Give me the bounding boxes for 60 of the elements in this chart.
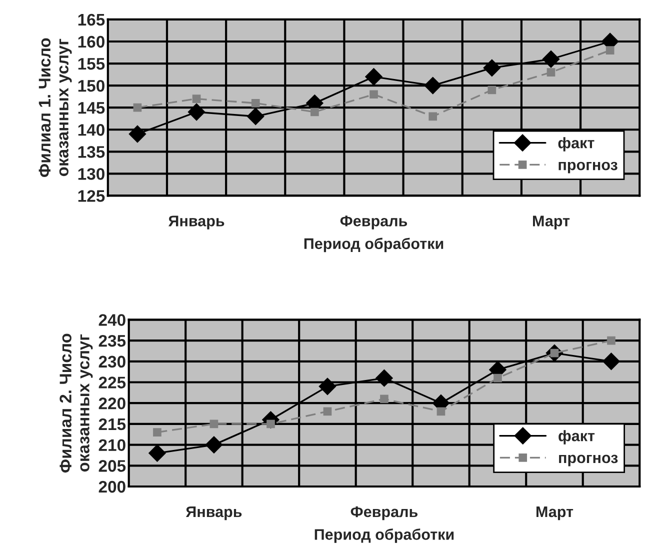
y-tick-label: 125 <box>78 190 105 202</box>
y-tick-label: 210 <box>98 439 126 452</box>
x-tick-label: Январь <box>168 216 224 230</box>
legend-label: факт <box>558 137 594 152</box>
point <box>370 90 378 99</box>
y-tick-label: 205 <box>98 460 126 472</box>
point <box>494 374 502 382</box>
point <box>310 108 319 116</box>
point <box>375 369 394 387</box>
point <box>148 444 166 462</box>
x-tick-label: Февраль <box>350 506 418 520</box>
x-axis-title: Период обработки <box>314 528 454 543</box>
y-tick-label: 235 <box>98 334 126 347</box>
y-axis-title: Филиал 1. Число оказанных услуг <box>38 38 72 178</box>
point <box>483 59 501 77</box>
point <box>546 68 556 76</box>
x-tick-label: Февраль <box>340 216 408 230</box>
point <box>364 68 383 86</box>
point <box>246 108 264 126</box>
y-tick-label: 230 <box>98 356 126 368</box>
point <box>188 103 206 121</box>
y-tick-label: 145 <box>78 102 105 114</box>
y-tick-label: 220 <box>98 398 126 410</box>
point <box>133 103 142 112</box>
y-tick-label: 240 <box>98 314 126 326</box>
y-tick-label: 150 <box>78 80 104 92</box>
point <box>488 86 496 94</box>
y-tick-label: 130 <box>78 168 104 180</box>
point <box>318 378 336 396</box>
point <box>153 428 162 436</box>
y-tick-label: 165 <box>78 14 105 26</box>
x-axis-title: Период обработки <box>304 238 444 252</box>
x-tick-label: Март <box>536 506 574 520</box>
point <box>436 407 446 416</box>
y-tick-label: 200 <box>98 480 126 493</box>
point <box>251 99 260 108</box>
legend-label: факт <box>558 430 595 444</box>
y-tick-label: 225 <box>98 376 126 388</box>
point <box>542 50 560 68</box>
point <box>128 125 146 143</box>
y-tick-label: 160 <box>78 36 104 48</box>
y-tick-label: 140 <box>78 124 104 136</box>
point <box>192 94 201 103</box>
point <box>606 46 614 54</box>
point <box>205 436 223 454</box>
point <box>607 336 616 345</box>
y-tick-label: 135 <box>78 146 105 158</box>
y-axis-title: Филиал 2. Число оказанных услуг <box>60 334 93 473</box>
x-tick-label: Январь <box>186 506 242 520</box>
y-tick-label: 215 <box>98 418 126 430</box>
y-tick-label: 155 <box>78 58 105 70</box>
point <box>602 352 620 370</box>
legend-label: прогноз <box>559 454 618 466</box>
point <box>210 420 218 428</box>
x-tick-label: Март <box>533 216 570 230</box>
point <box>380 394 388 404</box>
point <box>323 407 332 416</box>
point <box>428 112 438 121</box>
legend-label: прогноз <box>558 162 618 174</box>
point <box>424 76 442 94</box>
